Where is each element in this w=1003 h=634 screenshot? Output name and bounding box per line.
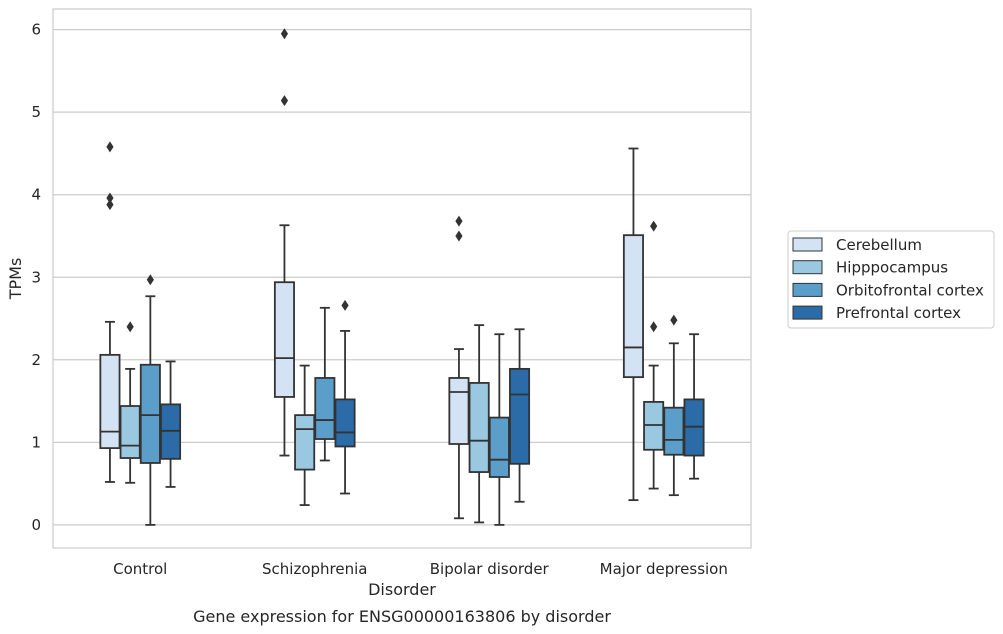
outlier-point (280, 28, 289, 40)
series-cerebellum (99, 28, 644, 520)
y-axis-label: TPMs (6, 258, 25, 301)
x-axis-label: Disorder (368, 580, 436, 599)
box (294, 364, 316, 506)
iqr-box (468, 382, 490, 473)
box-series-layer (99, 28, 705, 526)
legend-label: Hipppocampus (836, 259, 948, 277)
outlier-point (670, 314, 678, 326)
iqr-box (99, 353, 121, 450)
outlier-point (106, 199, 114, 211)
legend-swatch (792, 282, 823, 297)
iqr-box (334, 398, 356, 448)
legend-label: Prefrontal cortex (836, 304, 961, 322)
iqr-box (663, 406, 685, 456)
box (468, 324, 490, 524)
outlier-point (455, 230, 463, 242)
iqr-box (509, 367, 531, 465)
x-tick-label: Schizophrenia (262, 560, 367, 578)
y-tick-label: 0 (31, 516, 41, 534)
iqr-box (139, 363, 161, 464)
outlier-point (455, 215, 463, 227)
iqr-box (294, 414, 316, 471)
legend-frame (787, 230, 995, 329)
box (119, 321, 141, 484)
y-tick-label: 6 (31, 21, 41, 39)
legend-label: Orbitofrontal cortex (836, 281, 984, 299)
y-tick-label: 1 (31, 433, 41, 451)
iqr-box (314, 377, 336, 440)
legend-item: Cerebellum (792, 236, 922, 254)
box (488, 333, 510, 526)
iqr-box (488, 416, 510, 478)
x-tick-label: Major depression (600, 560, 728, 578)
box (643, 220, 665, 490)
legend-item: Hipppocampus (792, 259, 948, 277)
box (160, 360, 182, 488)
outlier-point (280, 95, 289, 107)
iqr-box (273, 281, 295, 398)
box (509, 328, 531, 503)
outlier-point (106, 192, 114, 204)
outlier-point (126, 321, 134, 333)
y-tick-labels: 0 1 2 3 4 5 6 (31, 21, 41, 534)
legend: Cerebellum Hipppocampus Orbitofrontal cort… (787, 230, 995, 329)
y-tick-label: 5 (31, 103, 41, 121)
plot-frame (52, 8, 752, 549)
box (273, 28, 295, 457)
outlier-point (650, 321, 658, 333)
series-prefrontal-cortex (160, 299, 705, 503)
legend-item: Prefrontal cortex (792, 304, 961, 322)
box (683, 333, 705, 480)
box (139, 274, 161, 526)
legend-swatch (792, 237, 823, 252)
chart-caption: Gene expression for ENSG00000163806 by d… (193, 607, 611, 626)
outlier-point (650, 220, 658, 232)
box (314, 306, 336, 462)
box (622, 147, 644, 502)
box (448, 215, 470, 520)
legend-item: Orbitofrontal cortex (792, 281, 984, 299)
outlier-point (106, 141, 114, 153)
y-tick-label: 2 (31, 351, 41, 369)
series-orbitofrontal-cortex (139, 274, 685, 526)
box (99, 141, 121, 483)
box (663, 314, 685, 497)
x-tick-labels: Control Schizophrenia Bipolar disorder Majo… (113, 560, 728, 578)
iqr-box (448, 377, 470, 445)
x-tick-label: Bipolar disorder (430, 560, 550, 578)
x-tick-label: Control (113, 560, 167, 578)
legend-label: Cerebellum (836, 236, 922, 254)
y-tick-label: 4 (31, 186, 41, 204)
legend-swatch (792, 305, 823, 320)
series-hipppocampus (119, 220, 665, 524)
iqr-box (119, 405, 141, 459)
iqr-box (622, 234, 644, 379)
box (334, 299, 356, 495)
y-tick-label: 3 (31, 268, 41, 286)
legend-swatch (792, 260, 823, 275)
outlier-point (341, 299, 349, 311)
outlier-point (146, 274, 154, 286)
